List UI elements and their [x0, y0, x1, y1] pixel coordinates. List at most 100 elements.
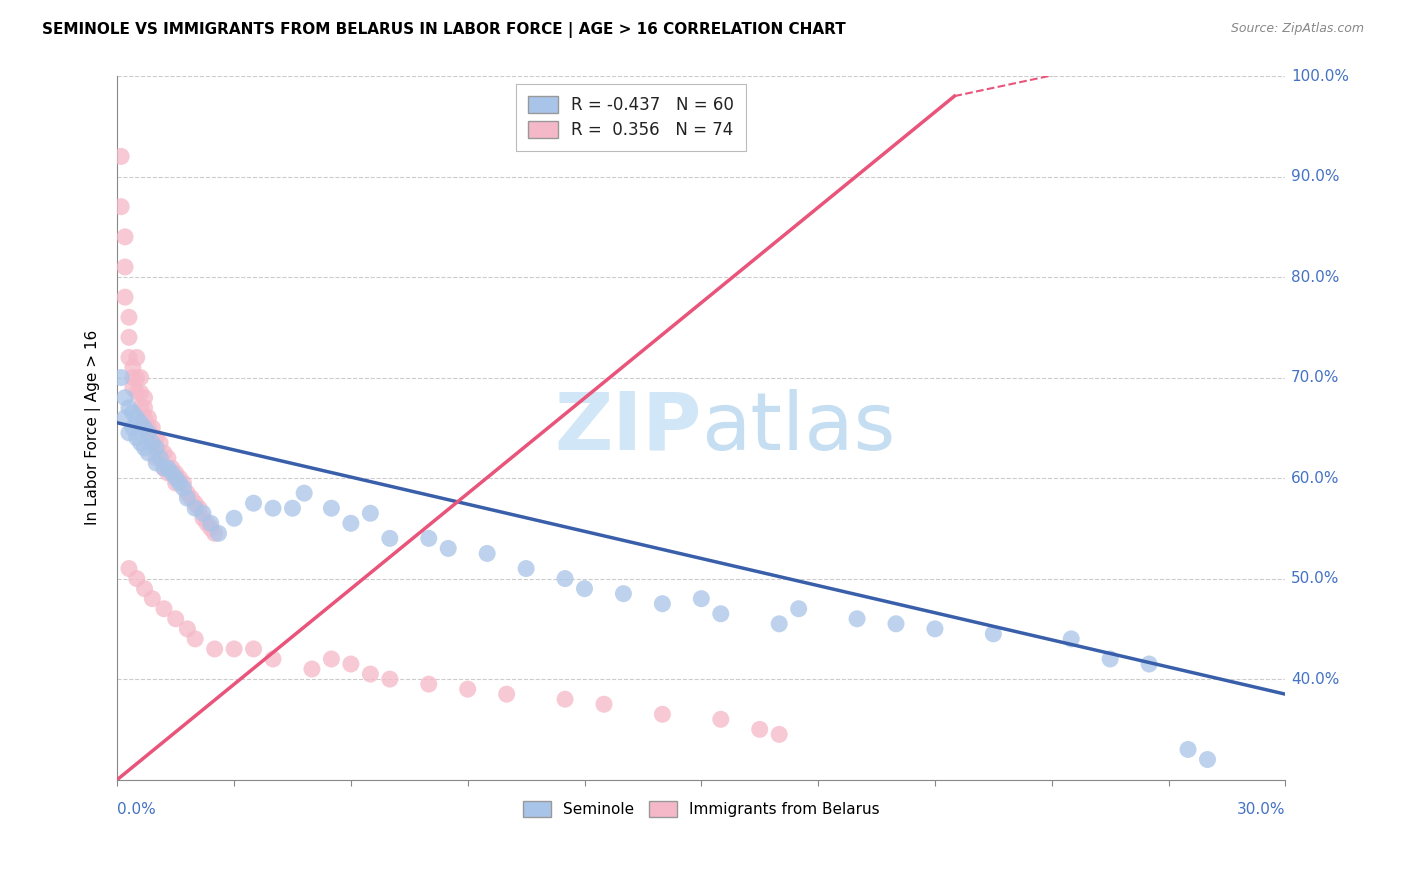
Point	[114, 230, 136, 244]
Point	[141, 421, 163, 435]
Point	[340, 516, 363, 531]
Point	[118, 330, 141, 344]
Point	[191, 506, 214, 520]
Point	[651, 707, 673, 722]
Point	[222, 642, 245, 657]
Point	[200, 521, 222, 535]
Point	[125, 431, 148, 445]
Point	[418, 532, 440, 546]
Point	[121, 370, 143, 384]
Point	[359, 506, 381, 520]
Point	[141, 436, 163, 450]
Point	[121, 360, 143, 375]
Point	[359, 667, 381, 681]
Point	[110, 200, 132, 214]
Point	[1060, 632, 1083, 646]
Point	[134, 391, 156, 405]
Point	[129, 416, 152, 430]
Point	[418, 677, 440, 691]
Point	[242, 642, 264, 657]
Point	[846, 612, 869, 626]
Point	[281, 501, 304, 516]
Text: 80.0%: 80.0%	[1291, 269, 1340, 285]
Text: 50.0%: 50.0%	[1291, 571, 1340, 586]
Point	[118, 351, 141, 365]
Point	[125, 351, 148, 365]
Point	[134, 582, 156, 596]
Point	[141, 591, 163, 606]
Point	[125, 385, 148, 400]
Point	[172, 481, 194, 495]
Point	[195, 516, 218, 531]
Point	[475, 546, 498, 560]
Point	[125, 370, 148, 384]
Point	[204, 642, 226, 657]
Point	[138, 446, 160, 460]
Point	[145, 441, 167, 455]
Point	[114, 410, 136, 425]
Text: 90.0%: 90.0%	[1291, 169, 1340, 184]
Point	[129, 436, 152, 450]
Point	[129, 385, 152, 400]
Point	[983, 627, 1005, 641]
Point	[138, 421, 160, 435]
Point	[1137, 657, 1160, 671]
Point	[262, 501, 284, 516]
Point	[118, 561, 141, 575]
Point	[207, 526, 229, 541]
Point	[153, 446, 176, 460]
Point	[176, 486, 198, 500]
Point	[748, 723, 770, 737]
Point	[593, 697, 616, 711]
Point	[169, 471, 191, 485]
Point	[134, 441, 156, 455]
Point	[110, 370, 132, 384]
Text: atlas: atlas	[702, 389, 896, 467]
Point	[651, 597, 673, 611]
Point	[156, 466, 179, 480]
Text: SEMINOLE VS IMMIGRANTS FROM BELARUS IN LABOR FORCE | AGE > 16 CORRELATION CHART: SEMINOLE VS IMMIGRANTS FROM BELARUS IN L…	[42, 22, 846, 38]
Point	[125, 410, 148, 425]
Point	[114, 391, 136, 405]
Point	[184, 632, 207, 646]
Legend: Seminole, Immigrants from Belarus: Seminole, Immigrants from Belarus	[516, 794, 887, 825]
Point	[222, 511, 245, 525]
Point	[321, 652, 343, 666]
Point	[129, 370, 152, 384]
Point	[204, 526, 226, 541]
Point	[121, 406, 143, 420]
Point	[495, 687, 517, 701]
Point	[262, 652, 284, 666]
Point	[145, 431, 167, 445]
Point	[612, 587, 634, 601]
Point	[1197, 752, 1219, 766]
Point	[340, 657, 363, 671]
Point	[114, 290, 136, 304]
Point	[134, 401, 156, 415]
Point	[125, 572, 148, 586]
Point	[165, 612, 187, 626]
Point	[160, 461, 183, 475]
Point	[184, 496, 207, 510]
Point	[134, 421, 156, 435]
Point	[129, 401, 152, 415]
Point	[378, 532, 401, 546]
Point	[457, 682, 479, 697]
Point	[184, 501, 207, 516]
Point	[118, 401, 141, 415]
Point	[924, 622, 946, 636]
Point	[515, 561, 537, 575]
Point	[690, 591, 713, 606]
Point	[149, 450, 172, 465]
Point	[768, 727, 790, 741]
Point	[153, 461, 176, 475]
Point	[121, 381, 143, 395]
Point	[301, 662, 323, 676]
Point	[153, 601, 176, 615]
Text: ZIP: ZIP	[554, 389, 702, 467]
Point	[710, 607, 733, 621]
Point	[138, 410, 160, 425]
Point	[138, 425, 160, 440]
Y-axis label: In Labor Force | Age > 16: In Labor Force | Age > 16	[86, 330, 101, 525]
Point	[188, 501, 211, 516]
